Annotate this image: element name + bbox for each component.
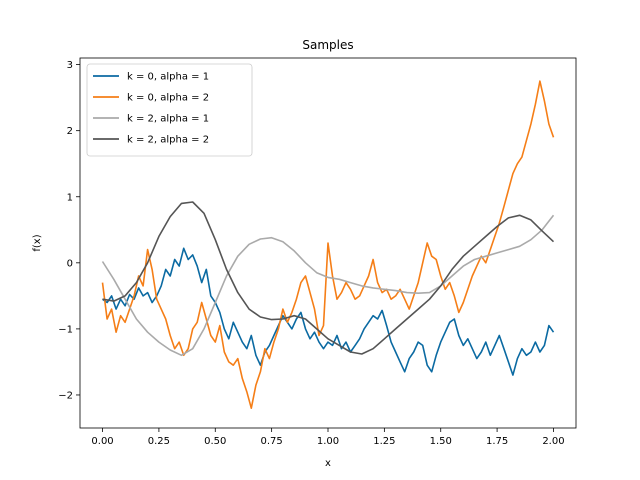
chart-title: Samples bbox=[302, 38, 353, 52]
y-tick-label: 3 bbox=[67, 60, 73, 71]
x-tick-label: 0.75 bbox=[261, 436, 283, 447]
y-axis: −2 −1 0 1 2 3 bbox=[58, 60, 80, 401]
x-axis-label: x bbox=[325, 458, 331, 469]
y-tick-label: −1 bbox=[58, 324, 73, 335]
legend: k = 0, alpha = 1 k = 0, alpha = 2 k = 2, a… bbox=[86, 63, 253, 157]
series-line-0 bbox=[102, 247, 555, 376]
x-tick-label: 1.25 bbox=[373, 436, 395, 447]
y-tick-label: 0 bbox=[67, 258, 73, 269]
legend-label-2: k = 2, alpha = 1 bbox=[127, 114, 209, 125]
x-tick-label: 1.00 bbox=[317, 436, 339, 447]
series-group bbox=[101, 80, 555, 409]
x-tick-label: 0.00 bbox=[91, 436, 113, 447]
legend-label-0: k = 0, alpha = 1 bbox=[127, 72, 209, 83]
y-tick-label: 2 bbox=[67, 126, 73, 137]
series-line-3 bbox=[102, 201, 555, 355]
y-axis-label: f(x) bbox=[32, 234, 43, 251]
legend-label-3: k = 2, alpha = 2 bbox=[127, 135, 209, 146]
series-line-1 bbox=[101, 80, 555, 409]
x-tick-label: 0.25 bbox=[148, 436, 170, 447]
x-tick-label: 0.50 bbox=[204, 436, 226, 447]
x-tick-label: 1.75 bbox=[486, 436, 508, 447]
x-tick-label: 2.00 bbox=[542, 436, 564, 447]
x-tick-label: 1.50 bbox=[430, 436, 452, 447]
y-tick-label: −2 bbox=[58, 390, 73, 401]
y-tick-label: 1 bbox=[67, 192, 73, 203]
legend-box bbox=[86, 63, 253, 157]
series-line-2 bbox=[101, 214, 555, 357]
x-axis: 0.00 0.25 0.50 0.75 1.00 1.25 1.50 1.75 2.00 bbox=[91, 428, 565, 447]
legend-label-1: k = 0, alpha = 2 bbox=[127, 93, 209, 104]
